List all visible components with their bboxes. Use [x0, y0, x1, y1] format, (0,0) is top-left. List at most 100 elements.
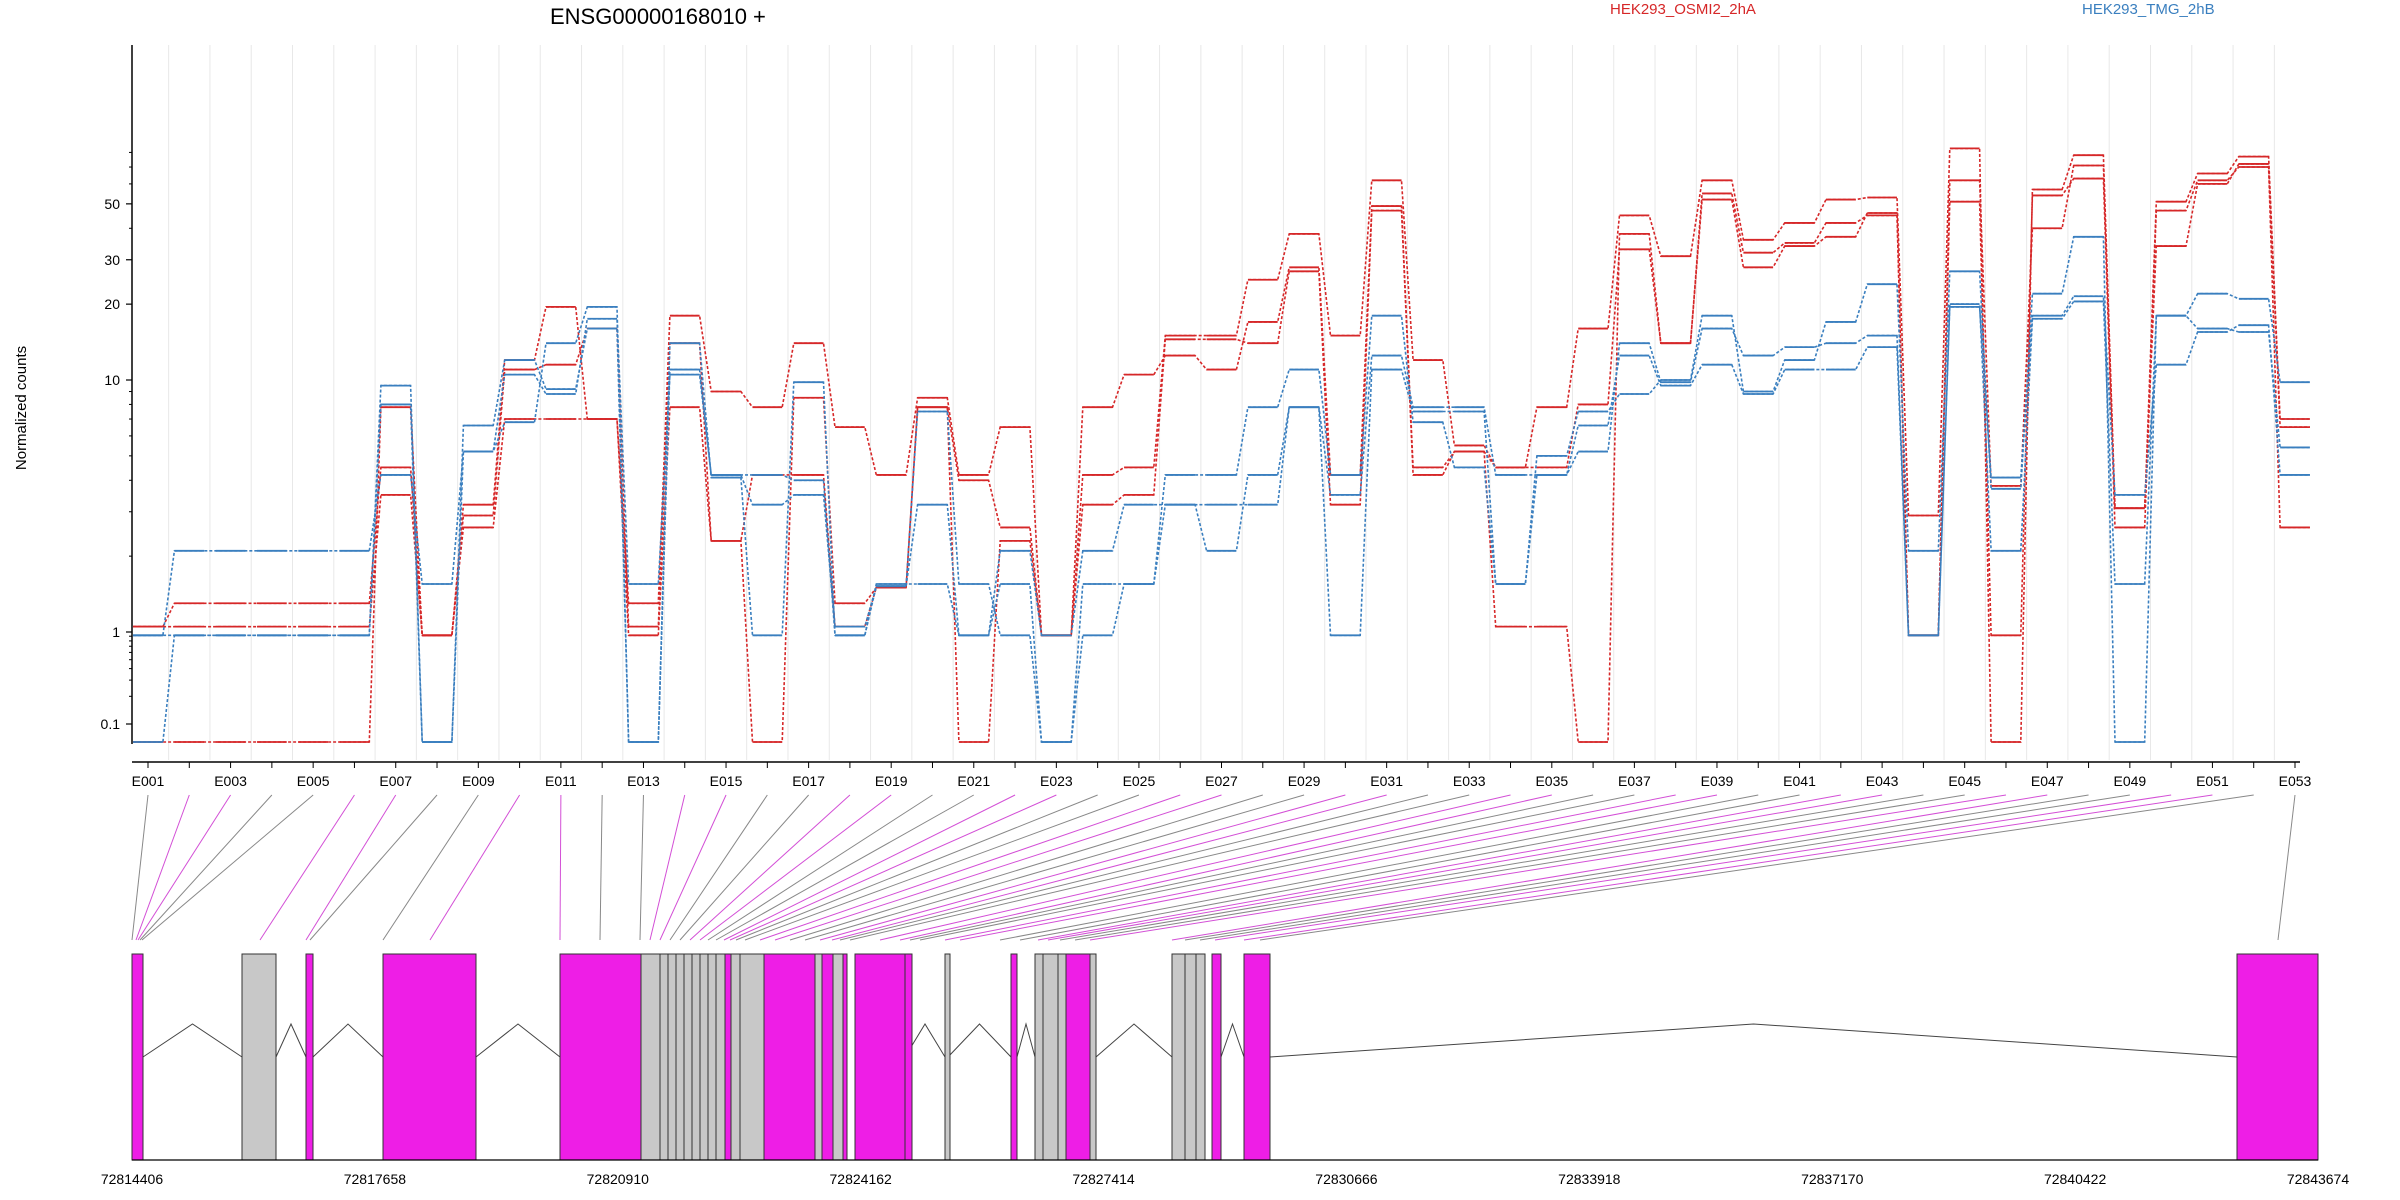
series-line-osmi2-1	[133, 166, 2310, 743]
exon-connector	[909, 794, 1594, 941]
x-tick-label: E017	[792, 773, 825, 789]
intron-connector	[275, 1022, 307, 1058]
exon-box	[699, 953, 709, 1161]
exon-box	[241, 953, 277, 1161]
exon-box	[1184, 953, 1197, 1161]
exon-box	[730, 953, 741, 1161]
exon-box-tested	[305, 953, 314, 1161]
exon-connector	[1019, 794, 1800, 941]
exon-box-tested	[854, 953, 906, 1161]
x-tick-label: E013	[627, 773, 660, 789]
x-tick-label: E049	[2113, 773, 2146, 789]
genome-tick-label: 72814406	[101, 1171, 164, 1187]
x-tick-label: E027	[1205, 773, 1238, 789]
exon-box-tested	[1010, 953, 1018, 1161]
y-tick-label: 0.1	[101, 716, 121, 732]
exon-connector	[1243, 794, 2213, 941]
genome-tick-label: 72833918	[1558, 1171, 1621, 1187]
exon-connector	[839, 794, 1429, 941]
genome-tick-label: 72830666	[1315, 1171, 1378, 1187]
exon-box-tested	[382, 953, 477, 1161]
exon-box	[1089, 953, 1097, 1161]
exon-box	[1034, 953, 1044, 1161]
x-tick-label: E021	[957, 773, 990, 789]
exon-connector	[679, 794, 809, 941]
exon-connector	[999, 794, 1759, 941]
exon-box-tested	[2236, 953, 2319, 1161]
x-tick-label: E039	[1701, 773, 1734, 789]
exon-box-tested	[1243, 953, 1271, 1161]
exon-box	[1195, 953, 1206, 1161]
exon-connector	[819, 794, 1346, 941]
exon-connector	[849, 794, 1470, 941]
exon-box	[1042, 953, 1059, 1161]
exon-connector	[309, 794, 438, 941]
exon-box-tested	[842, 953, 848, 1161]
exon-box	[715, 953, 726, 1161]
x-tick-label: E035	[1535, 773, 1568, 789]
exon-connector	[649, 794, 686, 941]
x-tick-label: E003	[214, 773, 247, 789]
exon-box	[659, 953, 669, 1161]
exon-connector	[707, 794, 933, 941]
x-axis: E001 E003 E005 E007 E009 E011 E013 E015 E017 E019…	[132, 761, 2312, 789]
x-tick-label: E041	[1783, 773, 1816, 789]
exon-connector	[774, 794, 1222, 941]
intron-connector	[312, 1023, 384, 1058]
intron-connector	[1220, 1022, 1245, 1058]
exon-box-tested	[763, 953, 816, 1161]
exon-connector	[723, 794, 1016, 941]
exon-connector	[735, 794, 1098, 941]
exon-connector	[659, 794, 727, 941]
y-axis-label: Normalized counts	[13, 346, 30, 470]
series-lines	[133, 147, 2310, 743]
exon-box	[675, 953, 685, 1161]
exon-connector	[1074, 794, 1965, 941]
exon-connector	[759, 794, 1181, 941]
exon-box-tested	[821, 953, 834, 1161]
exon-box	[739, 953, 765, 1161]
x-tick-label: E011	[545, 773, 577, 789]
exon-connector	[131, 794, 149, 941]
exon-box	[640, 953, 661, 1161]
exon-box-tested	[559, 953, 642, 1161]
exon-connector	[1184, 794, 2089, 941]
exon-connector	[1199, 794, 2130, 941]
x-tick-label: E029	[1288, 773, 1321, 789]
genome-tick-label: 72843674	[2287, 1171, 2350, 1187]
genome-tick-label: 72837170	[1801, 1171, 1864, 1187]
genomic-coordinate-axis: 72814406 72817658 72820910 72824162 72827414…	[101, 1159, 2350, 1187]
x-tick-label: E043	[1866, 773, 1899, 789]
exon-box	[944, 953, 951, 1161]
exon-connector	[599, 794, 603, 941]
exon-connector	[135, 794, 190, 941]
genome-tick-label: 72840422	[2044, 1171, 2107, 1187]
exon-box-tested	[1065, 953, 1091, 1161]
exon-connector	[959, 794, 1718, 941]
exon-connector	[899, 794, 1552, 941]
exon-connector	[1047, 794, 1883, 941]
x-tick-label: E009	[462, 773, 495, 789]
legend-label-osmi2: HEK293_OSMI2_2hA	[1610, 1, 1756, 18]
exon-box	[1171, 953, 1186, 1161]
series-line-tmg-5	[133, 300, 2310, 637]
x-tick-label: E015	[710, 773, 743, 789]
exon-box	[691, 953, 701, 1161]
exon-connector	[1214, 794, 2172, 941]
exon-connector	[382, 794, 479, 941]
exon-connector	[305, 794, 397, 941]
exon-connector	[139, 794, 273, 941]
exon-connector	[744, 794, 1140, 941]
exon-connector	[715, 794, 975, 941]
exon-connector	[1171, 794, 2048, 941]
exon-connector	[919, 794, 1635, 941]
exon-connector	[944, 794, 1676, 941]
intron-connector	[1016, 1022, 1036, 1058]
x-tick-label: E033	[1453, 773, 1486, 789]
y-tick-label: 50	[104, 196, 120, 212]
exon-connector	[689, 794, 851, 941]
x-tick-label: E023	[1040, 773, 1073, 789]
y-tick-label: 1	[112, 624, 120, 640]
x-tick-label: E053	[2279, 773, 2312, 789]
